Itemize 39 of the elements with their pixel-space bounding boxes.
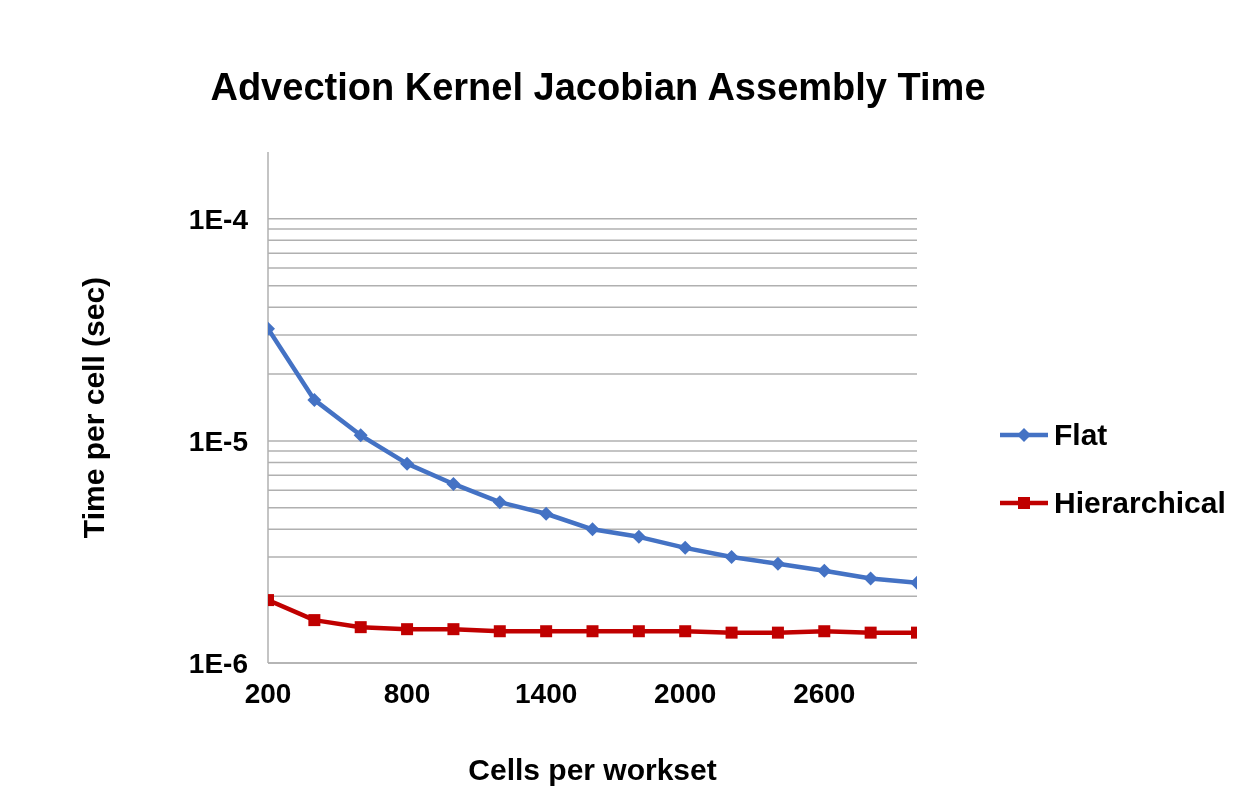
point (492, 495, 507, 510)
point (724, 550, 739, 565)
x-tick-label: 200 (244, 677, 292, 709)
point (308, 614, 321, 627)
point (631, 529, 646, 544)
point (353, 428, 368, 443)
point (540, 625, 553, 638)
point (447, 623, 460, 636)
point (818, 625, 831, 638)
point (586, 625, 599, 638)
point (864, 626, 877, 639)
x-tick-label: 800 (383, 677, 431, 709)
point (493, 625, 506, 638)
y-axis-title: Time per cell (sec) (76, 276, 110, 539)
legend-label: Flat (1054, 418, 1108, 452)
point (770, 556, 785, 571)
x-tick-label: 2600 (793, 677, 856, 709)
x-axis-title: Cells per workset (468, 753, 717, 786)
point (863, 571, 878, 586)
point (632, 625, 645, 638)
point (679, 625, 692, 638)
point (725, 626, 738, 639)
y-tick-label: 1E-6 (188, 647, 248, 679)
point (678, 540, 693, 555)
y-tick-label: 1E-4 (188, 203, 249, 235)
y-tick-label: 1E-5 (188, 425, 248, 457)
point (771, 626, 784, 639)
x-tick-label: 1400 (514, 677, 578, 709)
point (539, 506, 554, 521)
x-tick-label: 2000 (654, 677, 717, 709)
chart-title: Advection Kernel Jacobian Assembly Time (209, 66, 987, 109)
point (401, 623, 414, 636)
point (307, 392, 322, 407)
point (354, 621, 367, 634)
legend-label: Hierarchical (1054, 486, 1226, 520)
point (817, 563, 832, 578)
point (446, 476, 461, 491)
point (585, 522, 600, 537)
point (400, 456, 415, 471)
